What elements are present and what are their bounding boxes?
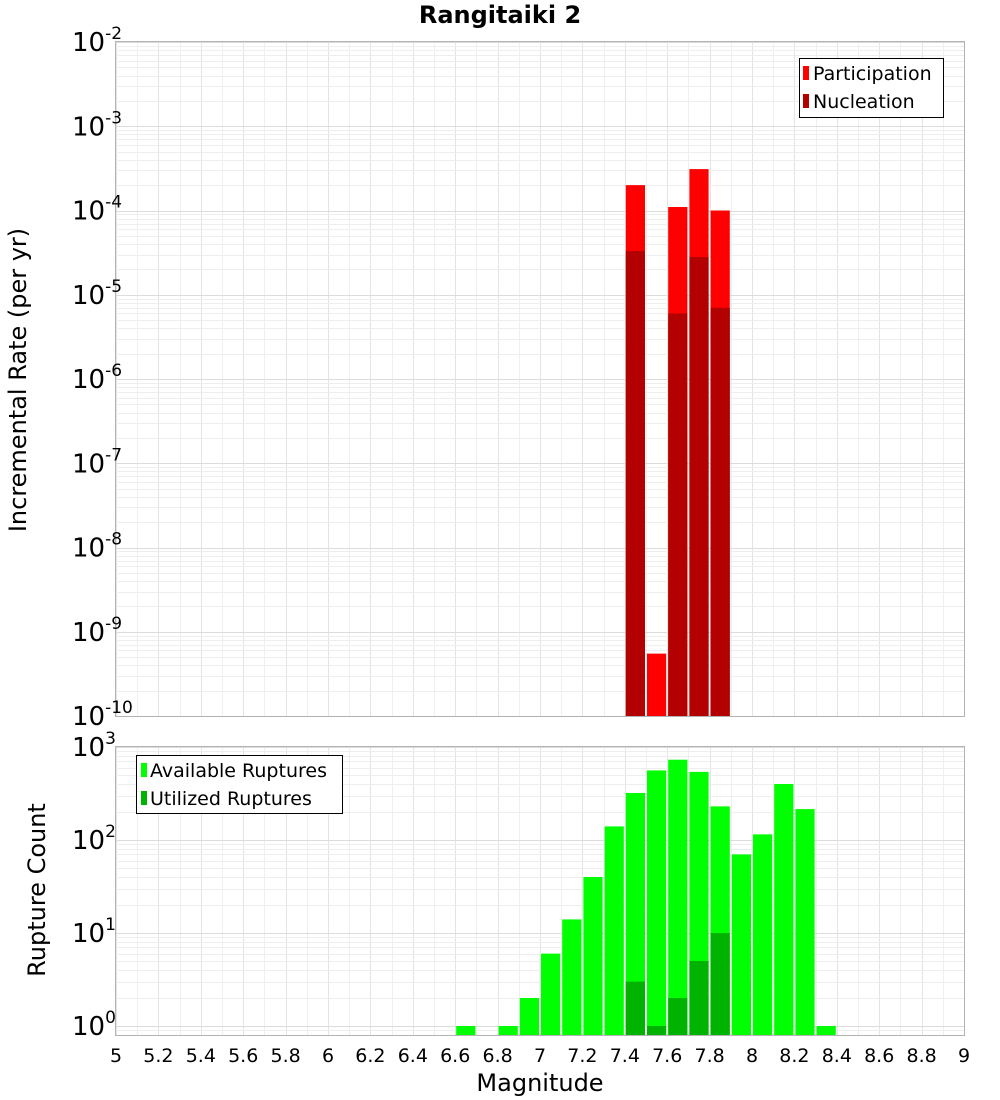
legend-swatch-nucleation bbox=[803, 94, 809, 108]
top-y-tick-label: 10-5 bbox=[72, 277, 122, 311]
bottom-bar-available bbox=[562, 919, 582, 1035]
bottom-y-tick-label: 103 bbox=[72, 729, 116, 763]
x-axis-label: Magnitude bbox=[476, 1069, 603, 1097]
bottom-bar-available bbox=[668, 759, 688, 1035]
top-bar-nucleation bbox=[625, 251, 645, 717]
x-tick-label: 5.8 bbox=[270, 1045, 300, 1067]
top-y-tick-label: 10-8 bbox=[72, 530, 122, 564]
bottom-plot-bars bbox=[456, 759, 836, 1035]
x-tick-label: 5.2 bbox=[143, 1045, 173, 1067]
x-tick-label: 9 bbox=[958, 1045, 970, 1067]
legend-swatch-participation bbox=[803, 66, 809, 80]
top-y-tick-label: 10-6 bbox=[72, 361, 122, 395]
x-tick-label: 5.4 bbox=[186, 1045, 216, 1067]
x-tick-label: 8.6 bbox=[864, 1045, 894, 1067]
bottom-bar-available bbox=[731, 854, 751, 1035]
bottom-bar-available bbox=[795, 809, 815, 1035]
bottom-bar-available bbox=[753, 834, 773, 1035]
legend-label-utilized: Utilized Ruptures bbox=[150, 788, 312, 810]
top-bar-nucleation bbox=[668, 313, 688, 716]
top-plot-grid bbox=[116, 42, 965, 717]
x-tick-label: 6 bbox=[322, 1045, 334, 1067]
bottom-plot-frame bbox=[115, 746, 965, 1036]
top-y-tick-label: 10-10 bbox=[72, 698, 133, 732]
x-tick-label: 7.6 bbox=[652, 1045, 682, 1067]
top-legend-box bbox=[799, 58, 944, 118]
chart-title: Rangitaiki 2 bbox=[419, 1, 581, 29]
bottom-bar-available bbox=[541, 953, 561, 1035]
legend-label-nucleation: Nucleation bbox=[813, 91, 915, 113]
x-tick-label: 8.4 bbox=[822, 1045, 852, 1067]
bottom-bar-available bbox=[816, 1025, 836, 1035]
bottom-bar-available bbox=[625, 793, 645, 1035]
bottom-bar-available bbox=[583, 877, 603, 1035]
top-bar-nucleation bbox=[689, 257, 709, 716]
bottom-y-axis-label: Rupture Count bbox=[23, 803, 51, 977]
top-plot-bars bbox=[625, 169, 730, 717]
bottom-bar-available bbox=[498, 1025, 518, 1035]
top-bar-participation bbox=[647, 653, 667, 716]
bottom-y-tick-label: 101 bbox=[72, 915, 116, 949]
top-y-tick-label: 10-7 bbox=[72, 445, 122, 479]
top-y-axis-label: Incremental Rate (per yr) bbox=[4, 228, 32, 532]
x-tick-label: 7.4 bbox=[610, 1045, 640, 1067]
bottom-bar-available bbox=[519, 997, 539, 1035]
bottom-bar-available bbox=[456, 1025, 476, 1035]
x-tick-label: 7 bbox=[534, 1045, 546, 1067]
top-bar-nucleation bbox=[710, 307, 730, 716]
bottom-bar-available bbox=[604, 826, 624, 1035]
x-tick-label: 6.2 bbox=[355, 1045, 385, 1067]
top-y-tick-label: 10-3 bbox=[72, 108, 122, 142]
bottom-legend-box bbox=[136, 755, 343, 814]
bottom-bar-utilized bbox=[647, 1025, 667, 1035]
legend-label-participation: Participation bbox=[813, 63, 932, 85]
bottom-bar-available bbox=[647, 770, 667, 1035]
bottom-bar-utilized bbox=[668, 997, 688, 1035]
x-tick-label: 7.8 bbox=[694, 1045, 724, 1067]
x-tick-label: 7.2 bbox=[567, 1045, 597, 1067]
top-y-tick-labels: 10-2 10-3 10-4 10-5 10-6 10-7 10-8 10-9 10-10 bbox=[72, 24, 133, 732]
bottom-y-tick-label: 102 bbox=[72, 822, 116, 856]
top-legend: Participation Nucleation bbox=[799, 58, 944, 118]
top-y-tick-label: 10-9 bbox=[72, 614, 122, 648]
bottom-y-tick-labels: 103 102 101 100 bbox=[72, 729, 116, 1042]
top-y-tick-label: 10-2 bbox=[72, 24, 122, 58]
legend-swatch-available bbox=[141, 763, 147, 777]
legend-label-available: Available Ruptures bbox=[150, 760, 327, 782]
x-tick-label: 8 bbox=[746, 1045, 758, 1067]
bottom-bar-utilized bbox=[689, 960, 709, 1035]
x-tick-labels: 5 5.2 5.4 5.6 5.8 6 6.2 6.4 6.6 6.8 7 7.2 7.4 7.6 7.8 8… bbox=[110, 1045, 970, 1067]
x-tick-label: 6.4 bbox=[398, 1045, 428, 1067]
bottom-bar-utilized bbox=[710, 932, 730, 1035]
bottom-y-tick-label: 100 bbox=[72, 1008, 116, 1042]
x-tick-label: 5.6 bbox=[228, 1045, 258, 1067]
bottom-legend: Available Ruptures Utilized Ruptures bbox=[136, 755, 343, 814]
x-tick-label: 6.8 bbox=[482, 1045, 512, 1067]
bottom-bar-utilized bbox=[625, 981, 645, 1035]
bottom-bar-available bbox=[774, 784, 794, 1035]
legend-swatch-utilized bbox=[141, 791, 147, 805]
top-y-tick-label: 10-4 bbox=[72, 193, 122, 227]
x-tick-label: 8.2 bbox=[779, 1045, 809, 1067]
top-plot-frame bbox=[115, 41, 965, 717]
x-tick-label: 6.6 bbox=[440, 1045, 470, 1067]
x-tick-label: 8.8 bbox=[906, 1045, 936, 1067]
x-tick-label: 5 bbox=[110, 1045, 122, 1067]
